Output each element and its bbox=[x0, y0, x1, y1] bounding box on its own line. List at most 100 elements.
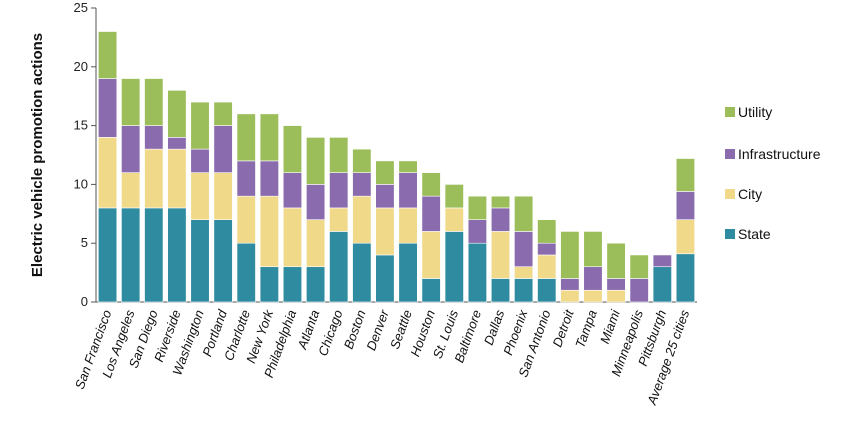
legend-label-state: State bbox=[738, 226, 771, 242]
bar-city-philadelphia bbox=[282, 207, 303, 268]
legend-swatch-infrastructure bbox=[725, 149, 735, 159]
bar-state-san-francisco bbox=[98, 207, 118, 303]
bar-city-tampa bbox=[583, 289, 603, 303]
bar-utility-new-york bbox=[259, 113, 279, 162]
bar-city-phoenix bbox=[514, 266, 534, 279]
bar-utility-los-angeles bbox=[121, 78, 141, 126]
bar-state-pittsburgh bbox=[652, 266, 672, 303]
bar-utility-chicago bbox=[329, 137, 349, 173]
bar-state-boston bbox=[352, 242, 372, 303]
bar-city-miami bbox=[606, 289, 626, 303]
bar-utility-denver bbox=[375, 160, 395, 185]
bar-infrastructure-seattle bbox=[398, 172, 418, 209]
bar-city-dallas bbox=[490, 231, 511, 279]
y-axis-ticks: 0 5 10 15 20 25 bbox=[74, 0, 96, 309]
bar-city-riverside bbox=[167, 148, 187, 209]
bar-utility-charlotte bbox=[236, 113, 256, 162]
bar-city-chicago bbox=[329, 207, 349, 232]
bar-utility-san-francisco bbox=[98, 31, 118, 79]
bar-infrastructure-new-york bbox=[259, 160, 279, 197]
bar-infrastructure-philadelphia bbox=[282, 172, 303, 209]
bar-city-san-diego bbox=[144, 148, 164, 209]
bar-city-st-louis bbox=[444, 207, 464, 232]
bar-utility-dallas bbox=[490, 195, 511, 209]
bar-city-san-antonio bbox=[537, 254, 557, 279]
bar-infrastructure-tampa bbox=[583, 266, 603, 291]
bar-infrastructure-charlotte bbox=[236, 160, 256, 197]
bar-utility-portland bbox=[213, 101, 233, 126]
y-tick-label: 20 bbox=[74, 59, 88, 74]
bar-city-boston bbox=[352, 195, 372, 244]
y-axis-label: Electric vehicle promotion actions bbox=[29, 33, 46, 277]
bar-state-san-antonio bbox=[537, 278, 557, 303]
bar-state-riverside bbox=[167, 207, 187, 303]
y-tick-label: 0 bbox=[81, 294, 88, 309]
legend-label-infrastructure: Infrastructure bbox=[738, 146, 821, 162]
bar-city-washington bbox=[190, 172, 210, 220]
bar-infrastructure-houston bbox=[421, 195, 441, 232]
bar-state-charlotte bbox=[236, 242, 256, 303]
bar-infrastructure-detroit bbox=[560, 278, 580, 291]
bar-infrastructure-pittsburgh bbox=[652, 254, 672, 268]
bar-infrastructure-phoenix bbox=[514, 231, 534, 268]
bar-infrastructure-boston bbox=[352, 172, 372, 197]
bar-city-denver bbox=[375, 207, 395, 256]
bar-city-portland bbox=[213, 172, 233, 220]
bar-utility-philadelphia bbox=[282, 125, 303, 173]
bar-infrastructure-washington bbox=[190, 148, 210, 173]
legend-label-utility: Utility bbox=[738, 104, 772, 120]
legend: Utility Infrastructure City State bbox=[725, 104, 821, 242]
bar-state-atlanta bbox=[306, 266, 326, 303]
bar-utility-baltimore bbox=[467, 195, 487, 220]
bar-infrastructure-baltimore bbox=[467, 219, 487, 244]
legend-label-city: City bbox=[738, 186, 762, 202]
bar-infrastructure-minneapolis bbox=[629, 278, 649, 303]
bar-utility-riverside bbox=[167, 90, 187, 138]
bar-city-san-francisco bbox=[98, 137, 118, 209]
bars-group bbox=[98, 31, 695, 303]
bar-infrastructure-dallas bbox=[490, 207, 511, 232]
bar-state-san-diego bbox=[144, 207, 164, 303]
bar-infrastructure-atlanta bbox=[306, 184, 326, 220]
bar-utility-detroit bbox=[560, 231, 580, 279]
bar-utility-average-25-cities bbox=[675, 158, 695, 192]
bar-utility-tampa bbox=[583, 231, 603, 268]
bar-infrastructure-average-25-cities bbox=[675, 191, 695, 220]
bar-city-los-angeles bbox=[121, 172, 141, 209]
bar-state-denver bbox=[375, 254, 395, 303]
bar-utility-seattle bbox=[398, 160, 418, 173]
bar-infrastructure-san-francisco bbox=[98, 78, 118, 138]
bar-state-dallas bbox=[490, 278, 511, 303]
bar-infrastructure-chicago bbox=[329, 172, 349, 209]
legend-swatch-state bbox=[725, 229, 735, 239]
bar-state-philadelphia bbox=[282, 266, 303, 303]
bar-infrastructure-san-diego bbox=[144, 125, 164, 150]
bar-state-chicago bbox=[329, 231, 349, 303]
bar-city-seattle bbox=[398, 207, 418, 244]
bar-state-new-york bbox=[259, 266, 279, 303]
bar-state-baltimore bbox=[467, 242, 487, 303]
bar-city-atlanta bbox=[306, 219, 326, 268]
bar-infrastructure-denver bbox=[375, 184, 395, 209]
bar-infrastructure-san-antonio bbox=[537, 242, 557, 256]
bar-utility-washington bbox=[190, 101, 210, 150]
bar-infrastructure-miami bbox=[606, 278, 626, 291]
y-tick-label: 5 bbox=[81, 235, 88, 250]
bar-city-houston bbox=[421, 231, 441, 279]
bar-utility-san-diego bbox=[144, 78, 164, 126]
y-tick-label: 25 bbox=[74, 0, 88, 15]
bar-city-average-25-cities bbox=[675, 219, 695, 255]
bar-infrastructure-los-angeles bbox=[121, 125, 141, 173]
bar-utility-atlanta bbox=[306, 137, 326, 185]
bar-state-seattle bbox=[398, 242, 418, 303]
bar-state-phoenix bbox=[514, 278, 534, 303]
bar-utility-miami bbox=[606, 242, 626, 279]
bar-utility-st-louis bbox=[444, 184, 464, 209]
legend-swatch-utility bbox=[725, 107, 735, 117]
bar-utility-houston bbox=[421, 172, 441, 197]
bar-city-charlotte bbox=[236, 195, 256, 244]
bar-infrastructure-riverside bbox=[167, 137, 187, 150]
bar-state-los-angeles bbox=[121, 207, 141, 303]
